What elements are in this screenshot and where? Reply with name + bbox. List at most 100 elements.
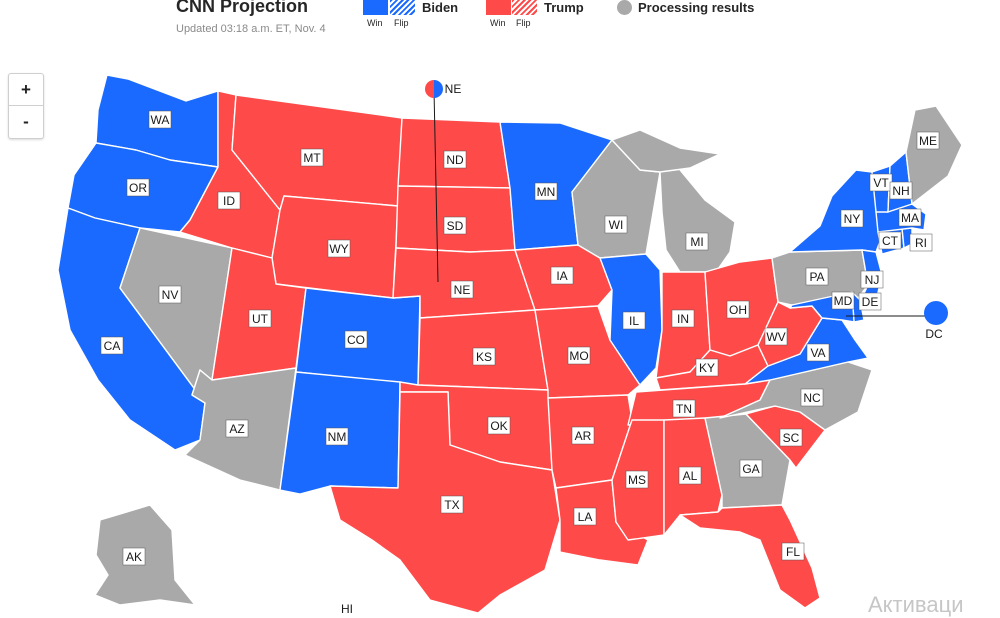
state-label-fl: FL — [786, 545, 800, 559]
state-label-wa: WA — [151, 113, 170, 127]
state-label-tx: TX — [444, 498, 459, 512]
state-label-nc: NC — [803, 391, 821, 405]
state-label-box-pa — [805, 267, 829, 286]
biden-win-swatch — [363, 0, 388, 15]
state-fl[interactable] — [679, 504, 821, 609]
state-label-me: ME — [919, 134, 937, 148]
state-label-ri: RI — [915, 236, 927, 250]
state-label-box-nh — [889, 181, 913, 200]
legend-biden-label: Biden — [422, 0, 459, 15]
state-label-box-co — [344, 330, 368, 349]
page-title: CNN Projection — [176, 0, 309, 16]
state-label-nd: ND — [446, 153, 464, 167]
state-label-wi: WI — [609, 218, 624, 232]
state-label-or: OR — [129, 181, 147, 195]
zoom-in-button[interactable]: + — [9, 74, 43, 106]
state-label-box-ca — [100, 336, 124, 355]
legend-trump-win: Win — [490, 18, 506, 28]
state-label-ky: KY — [699, 361, 715, 375]
state-label-box-ga — [739, 459, 763, 478]
state-label-box-ny — [840, 209, 864, 228]
processing-dot — [617, 0, 632, 15]
state-label-oh: OH — [729, 303, 747, 317]
ne-leader-line — [433, 89, 439, 283]
state-label-az: AZ — [229, 422, 244, 436]
state-label-box-ks — [472, 347, 496, 366]
state-label-id: ID — [223, 194, 235, 208]
state-mi[interactable] — [659, 164, 736, 273]
state-label-box-ut — [248, 309, 272, 328]
state-label-pa: PA — [809, 270, 824, 284]
state-label-box-ak — [122, 547, 146, 566]
state-label-nh: NH — [892, 184, 909, 198]
trump-win-swatch — [486, 0, 511, 15]
state-label-nj: NJ — [865, 273, 880, 287]
state-label-box-nv — [158, 285, 182, 304]
state-label-in: IN — [677, 312, 689, 326]
state-label-wv: WV — [766, 330, 785, 344]
state-label-vt: VT — [873, 176, 889, 190]
ne-district-biden-half — [434, 80, 443, 98]
dc-marker[interactable] — [924, 301, 948, 325]
state-mi-upper-peninsula[interactable] — [611, 129, 721, 173]
state-label-ms: MS — [628, 473, 646, 487]
state-label-box-va — [806, 343, 830, 362]
legend-biden-win: Win — [367, 18, 383, 28]
state-ca[interactable] — [57, 207, 206, 451]
state-label-box-fl — [781, 542, 805, 561]
state-label-ia: IA — [556, 269, 567, 283]
zoom-out-button[interactable]: - — [23, 111, 29, 131]
state-label-box-tn — [672, 399, 696, 418]
state-label-box-md — [831, 291, 855, 310]
biden-flip-swatch — [390, 0, 415, 15]
state-label-ne: NE — [454, 283, 471, 297]
state-label-hi: HI — [341, 602, 353, 613]
state-label-al: AL — [683, 469, 698, 483]
legend-trump-label: Trump — [544, 0, 584, 15]
state-label-il: IL — [629, 314, 639, 328]
state-label-box-or — [126, 178, 150, 197]
state-label-box-me — [916, 131, 940, 150]
state-label-nm: NM — [328, 430, 347, 444]
state-label-box-mt — [300, 148, 324, 167]
state-label-ak: AK — [126, 550, 142, 564]
state-label-ga: GA — [742, 462, 759, 476]
state-label-sc: SC — [783, 431, 800, 445]
state-label-box-de — [858, 292, 882, 311]
state-label-ne-callout: NE — [445, 82, 462, 96]
state-label-ar: AR — [575, 429, 592, 443]
state-label-box-mo — [567, 346, 591, 365]
state-label-mo: MO — [569, 349, 588, 363]
state-label-mn: MN — [537, 185, 556, 199]
state-label-ma: MA — [901, 211, 919, 225]
state-label-tn: TN — [676, 402, 692, 416]
state-label-box-ne — [450, 280, 474, 299]
state-me[interactable] — [905, 105, 963, 205]
state-label-box-in — [671, 309, 695, 328]
zoom-controls: + - — [8, 73, 44, 139]
state-label-box-mi — [685, 232, 709, 251]
state-label-box-wy — [327, 239, 351, 258]
state-label-box-sc — [779, 428, 803, 447]
state-label-box-az — [225, 419, 249, 438]
state-label-ok: OK — [490, 419, 507, 433]
state-label-box-ok — [487, 416, 511, 435]
state-label-box-ma — [898, 208, 922, 227]
state-label-box-la — [573, 507, 597, 526]
map-header: CNN Projection Updated 03:18 a.m. ET, No… — [0, 0, 1000, 60]
state-label-box-ri — [909, 233, 933, 252]
legend-biden-flip: Flip — [394, 18, 409, 28]
state-label-box-ar — [571, 426, 595, 445]
state-label-md: MD — [834, 294, 853, 308]
state-label-sd: SD — [447, 219, 464, 233]
legend-processing-label: Processing results — [638, 0, 755, 15]
state-label-ct: CT — [882, 234, 899, 248]
state-label-de: DE — [862, 295, 879, 309]
state-label-box-wa — [148, 110, 172, 129]
state-label-box-mn — [534, 182, 558, 201]
state-label-mi: MI — [690, 235, 703, 249]
state-ny[interactable] — [789, 169, 883, 253]
state-label-dc: DC — [925, 327, 943, 341]
state-label-box-wi — [604, 215, 628, 234]
